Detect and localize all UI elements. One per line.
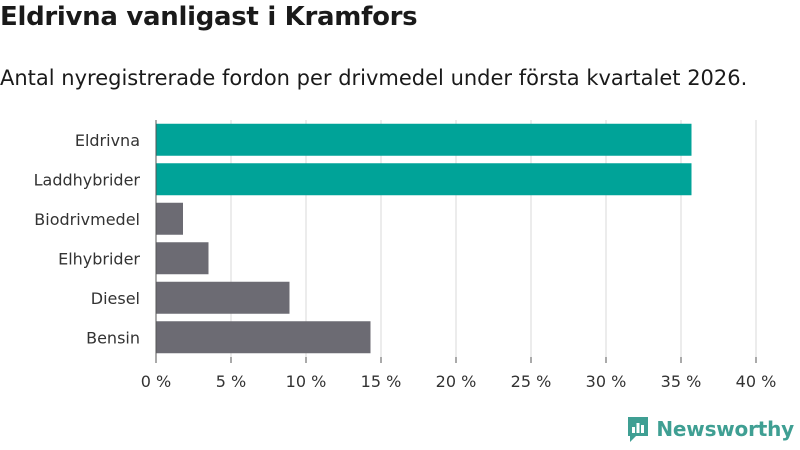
- category-label: Elhybrider: [58, 249, 140, 268]
- category-label: Diesel: [91, 289, 140, 308]
- bar-laddhybrider: [156, 163, 692, 196]
- category-label: Eldrivna: [75, 131, 140, 150]
- chart-subtitle: Antal nyregistrerade fordon per drivmede…: [0, 66, 748, 90]
- bar-elhybrider: [156, 242, 209, 275]
- x-tick-label: 15 %: [361, 372, 402, 391]
- category-label: Bensin: [86, 328, 140, 347]
- category-labels: Eldrivna Laddhybrider Biodrivmedel Elhybrid…: [34, 131, 141, 348]
- category-label: Biodrivmedel: [34, 210, 140, 229]
- x-axis: 0 % 5 % 10 % 15 % 20 % 25 % 30 % 35 % 40 %: [141, 120, 777, 391]
- x-tick-label: 20 %: [436, 372, 477, 391]
- x-tick-label: 40 %: [736, 372, 777, 391]
- x-tick-label: 10 %: [286, 372, 327, 391]
- x-tick-label: 30 %: [586, 372, 627, 391]
- x-tick-label: 0 %: [141, 372, 171, 391]
- bar-biodrivmedel: [156, 202, 183, 235]
- x-tick-label: 35 %: [661, 372, 702, 391]
- grid-lines: [230, 120, 757, 357]
- x-tick-label: 5 %: [216, 372, 246, 391]
- brand-name: Newsworthy: [656, 417, 794, 441]
- category-label: Laddhybrider: [34, 170, 141, 189]
- bars: [156, 123, 692, 354]
- bar-chart-speech-bubble-icon: [628, 417, 649, 442]
- bar-bensin: [156, 321, 371, 354]
- bar-eldrivna: [156, 123, 692, 156]
- bar-diesel: [156, 281, 290, 314]
- x-tick-label: 25 %: [511, 372, 552, 391]
- newsworthy-logo: Newsworthy: [626, 412, 794, 446]
- chart-title: Eldrivna vanligast i Kramfors: [0, 2, 418, 32]
